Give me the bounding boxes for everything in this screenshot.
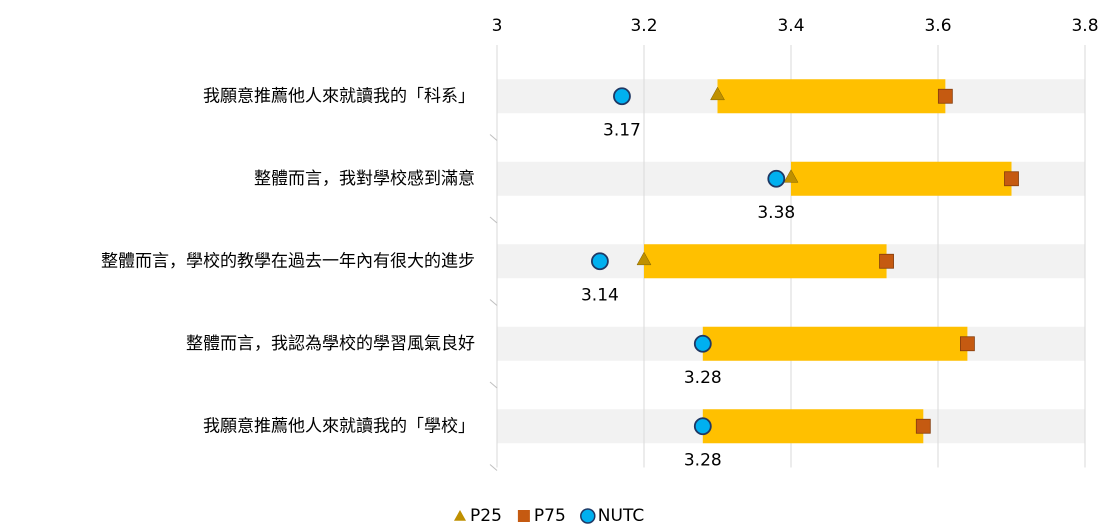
p75-marker xyxy=(915,418,931,434)
range-bar xyxy=(791,161,1012,196)
nutc-marker xyxy=(693,334,712,353)
p75-marker xyxy=(960,336,975,352)
category-label: 我願意推薦他人來就讀我的「科系」 xyxy=(203,86,475,106)
legend-label: NUTC xyxy=(598,506,644,524)
range-bar xyxy=(717,79,946,114)
p75-marker xyxy=(1004,171,1019,187)
category-label: 整體而言，學校的教學在過去一年內有很大的進步 xyxy=(101,251,475,271)
legend-marker xyxy=(517,510,530,522)
category-label: 我願意推薦他人來就讀我的「學校」 xyxy=(203,416,475,436)
value-label: 3.28 xyxy=(684,368,722,388)
value-label: 3.14 xyxy=(581,285,619,305)
p25-marker xyxy=(636,251,652,266)
x-tick-label: 3.4 xyxy=(777,16,804,36)
category-label: 整體而言，我對學校感到滿意 xyxy=(254,169,475,189)
axis-tick xyxy=(489,216,498,224)
x-tick-label: 3.8 xyxy=(1071,16,1098,36)
x-tick-label: 3.2 xyxy=(630,16,657,36)
p25-marker xyxy=(710,86,725,101)
nutc-marker xyxy=(591,252,609,271)
legend-marker xyxy=(454,510,466,521)
x-tick-label: 3.6 xyxy=(924,16,951,36)
range-bar xyxy=(702,409,924,444)
axis-tick xyxy=(489,299,498,306)
p75-marker xyxy=(879,253,894,269)
axis-tick xyxy=(489,381,498,389)
p25-marker xyxy=(783,169,799,183)
nutc-marker xyxy=(693,417,712,436)
value-label: 3.38 xyxy=(757,203,795,223)
legend-marker xyxy=(580,508,596,524)
nutc-marker xyxy=(613,87,631,106)
p75-marker xyxy=(937,88,953,104)
axis-tick xyxy=(489,134,498,141)
value-label: 3.28 xyxy=(684,450,722,470)
value-label: 3.17 xyxy=(603,120,641,140)
x-tick-label: 3 xyxy=(492,16,503,36)
axis-tick xyxy=(489,464,498,471)
range-bar xyxy=(702,326,968,361)
legend-label: P25 xyxy=(470,506,502,524)
nutc-marker xyxy=(767,169,786,188)
range-bar xyxy=(644,244,887,279)
legend-label: P75 xyxy=(534,506,566,524)
category-label: 整體而言，我認為學校的學習風氣良好 xyxy=(186,334,475,354)
